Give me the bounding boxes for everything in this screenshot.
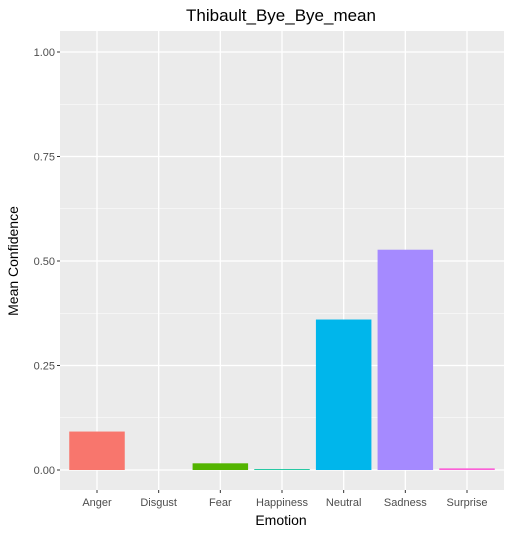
- y-axis: 0.00 0.25 0.50 0.75 1.00: [34, 47, 60, 477]
- x-tick-label: Disgust: [140, 497, 177, 509]
- x-tick-label: Surprise: [447, 497, 488, 509]
- y-axis-title: Mean Confidence: [5, 206, 21, 316]
- x-tick-label: Sadness: [384, 497, 427, 509]
- bar-fear: [192, 463, 249, 470]
- bars: [69, 249, 495, 470]
- x-axis-title: Emotion: [255, 512, 306, 528]
- y-tick-label: 0.75: [34, 152, 55, 164]
- bar-neutral: [315, 319, 372, 470]
- bar-sadness: [377, 249, 434, 470]
- bar-happiness: [254, 469, 310, 470]
- x-tick-label: Anger: [82, 497, 112, 509]
- bar-anger: [69, 431, 125, 470]
- chart-title: Thibault_Bye_Bye_mean: [186, 6, 376, 25]
- x-axis: Anger Disgust Fear Happiness Neutral Sadness S…: [82, 490, 487, 509]
- x-tick-label: Happiness: [256, 497, 308, 509]
- y-tick-label: 0.00: [34, 465, 55, 477]
- y-tick-label: 0.50: [34, 256, 55, 268]
- y-tick-label: 1.00: [34, 47, 55, 59]
- bar-surprise: [439, 468, 495, 470]
- x-tick-label: Neutral: [326, 497, 361, 509]
- y-tick-label: 0.25: [34, 361, 55, 373]
- x-tick-label: Fear: [209, 497, 232, 509]
